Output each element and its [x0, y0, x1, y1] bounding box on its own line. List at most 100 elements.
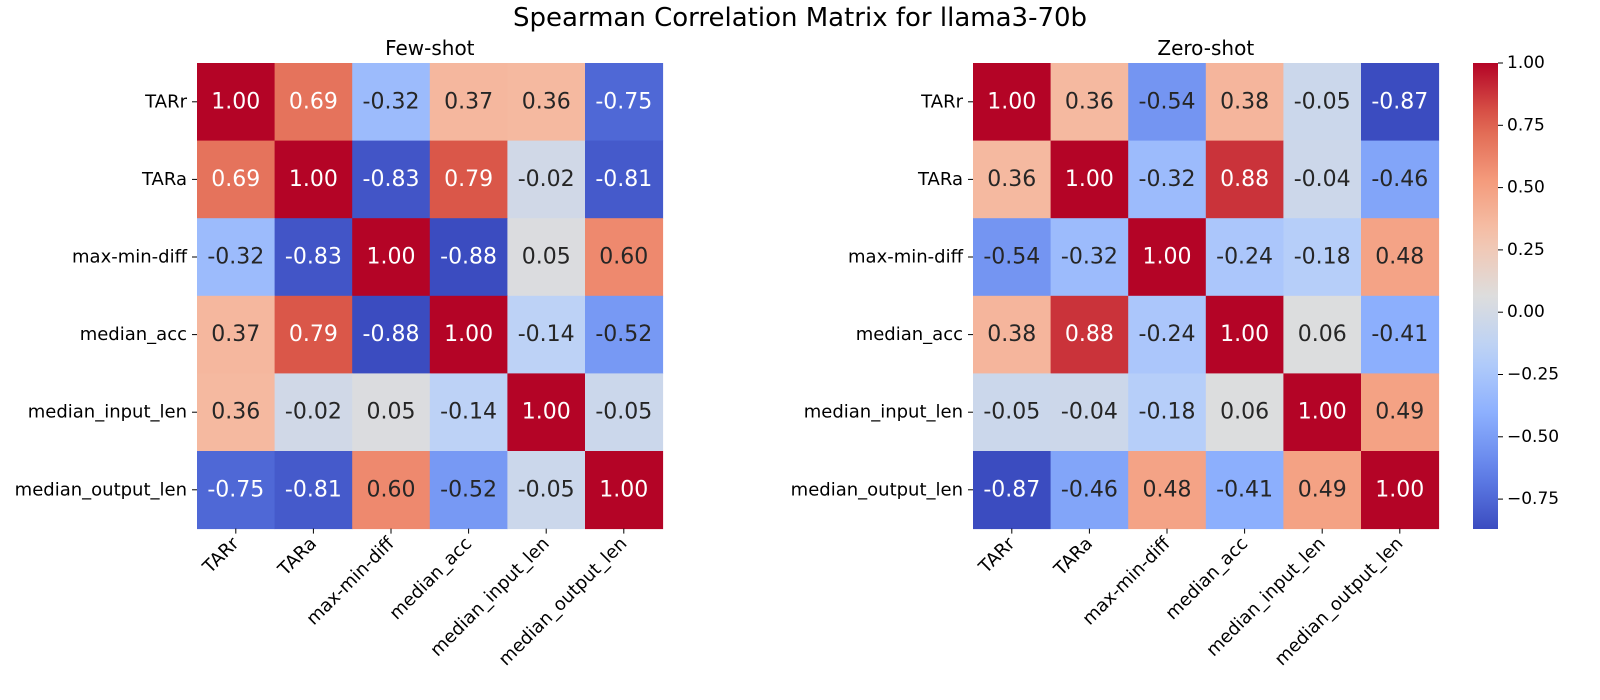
cell-value-label: -0.88	[363, 322, 420, 347]
cell-value-label: 0.37	[444, 89, 493, 114]
x-tick-label: TARa	[1050, 533, 1097, 580]
y-tick-label: max-min-diff	[848, 247, 964, 268]
cell-value-label: 0.37	[211, 322, 260, 347]
heatmap-cell	[1205, 451, 1284, 530]
cell-value-label: 0.06	[1220, 400, 1269, 425]
heatmap-cell	[1050, 140, 1129, 219]
cell-value-label: 1.00	[987, 89, 1036, 114]
cell-value-label: -0.14	[440, 400, 497, 425]
cell-value-label: -0.81	[285, 477, 342, 502]
heatmap-cell	[1050, 295, 1129, 374]
heatmap-cell	[585, 373, 664, 452]
heatmap-cell	[1050, 63, 1129, 142]
cell-value-label: 0.60	[367, 477, 416, 502]
heatmap-cell	[274, 218, 353, 297]
heatmap-cell	[1361, 451, 1440, 530]
colorbar-tick-label: −0.25	[1507, 364, 1559, 384]
heatmap-cell	[1283, 218, 1362, 297]
y-tick-label: TARr	[920, 91, 963, 112]
heatmap-cell	[274, 63, 353, 142]
heatmap-cell	[429, 295, 508, 374]
colorbar-gradient	[1473, 63, 1498, 529]
heatmap-cell	[1205, 63, 1284, 142]
heatmap-cell	[585, 63, 664, 142]
heatmap-cell	[429, 140, 508, 219]
heatmap-cell	[973, 373, 1052, 452]
heatmap-cell	[1205, 373, 1284, 452]
heatmap-cell	[429, 373, 508, 452]
cell-value-label: 1.00	[1375, 477, 1424, 502]
heatmap-cell	[507, 373, 586, 452]
cell-value-label: 0.79	[444, 167, 493, 192]
cell-value-label: -0.05	[595, 400, 652, 425]
colorbar-tick-label: 1.00	[1507, 53, 1545, 73]
y-tick-label: TARa	[141, 169, 187, 190]
heatmap-cell	[1283, 373, 1362, 452]
heatmap-cell	[1283, 451, 1362, 530]
cell-value-label: -0.41	[1371, 322, 1428, 347]
cell-value-label: 1.00	[367, 245, 416, 270]
heatmap-cell	[274, 373, 353, 452]
cell-value-label: 0.49	[1375, 400, 1424, 425]
y-tick-label: TARr	[144, 91, 187, 112]
cell-value-label: 1.00	[522, 400, 571, 425]
heatmap-cell	[585, 218, 664, 297]
heatmap-cell	[197, 140, 276, 219]
heatmap-cell	[1205, 295, 1284, 374]
y-tick-label: median_acc	[856, 324, 963, 345]
heatmap-cell	[1128, 451, 1207, 530]
heatmap-cell	[1205, 140, 1284, 219]
heatmap-cell	[1128, 63, 1207, 142]
heatmap-cell	[585, 140, 664, 219]
heatmap-cell	[197, 451, 276, 530]
heatmap-cell	[1283, 63, 1362, 142]
cell-value-label: 1.00	[599, 477, 648, 502]
heatmap-cell	[1205, 218, 1284, 297]
cell-value-label: 0.69	[211, 167, 260, 192]
heatmap-cell	[1050, 373, 1129, 452]
y-tick-label: median_input_len	[28, 402, 187, 423]
cell-value-label: 0.48	[1375, 245, 1424, 270]
cell-value-label: -0.83	[363, 167, 420, 192]
heatmap-cell	[429, 218, 508, 297]
y-tick-label: TARa	[917, 169, 963, 190]
y-tick-label: median_input_len	[804, 402, 963, 423]
heatmap-cell	[1128, 295, 1207, 374]
heatmap-cell	[973, 140, 1052, 219]
heatmap-cell	[274, 140, 353, 219]
cell-value-label: -0.75	[595, 89, 652, 114]
cell-value-label: 0.38	[987, 322, 1036, 347]
heatmap-cell	[1361, 218, 1440, 297]
colorbar-tick-label: 0.75	[1507, 115, 1545, 135]
x-tick-label: TARr	[198, 533, 244, 579]
cell-value-label: -0.46	[1061, 477, 1118, 502]
cell-value-label: -0.75	[207, 477, 264, 502]
x-tick-label: TARa	[274, 533, 321, 580]
heatmap-cell	[352, 373, 431, 452]
cell-value-label: 1.00	[1143, 245, 1192, 270]
cell-value-label: -0.54	[1139, 89, 1196, 114]
heatmap-cell	[585, 451, 664, 530]
heatmap-cell	[973, 63, 1052, 142]
heatmap-cell	[429, 451, 508, 530]
cell-value-label: 0.88	[1220, 167, 1269, 192]
cell-value-label: -0.52	[440, 477, 497, 502]
heatmap-cell	[973, 295, 1052, 374]
heatmap-cell	[1361, 140, 1440, 219]
cell-value-label: -0.02	[518, 167, 575, 192]
cell-value-label: 0.05	[522, 245, 571, 270]
cell-value-label: -0.24	[1139, 322, 1196, 347]
panels-layer: Few-shot 1.00 0.69 -0.32 0.37 0.36 -0.75 0.69 1.…	[15, 36, 1440, 670]
cell-value-label: -0.41	[1216, 477, 1273, 502]
cell-value-label: -0.83	[285, 245, 342, 270]
heatmap-panel: Zero-shot 1.00 0.36 -0.54 0.38 -0.05 -0.87 0.36…	[791, 36, 1440, 670]
y-tick-label: median_acc	[80, 324, 187, 345]
cell-value-label: -0.52	[595, 322, 652, 347]
heatmap-cell	[973, 218, 1052, 297]
y-tick-label: median_output_len	[15, 479, 187, 500]
colorbar-tick-label: −0.50	[1507, 427, 1559, 447]
cell-value-label: 0.06	[1298, 322, 1347, 347]
colorbar-tick-label: −0.75	[1507, 489, 1559, 509]
colorbar-tick-label: 0.50	[1507, 178, 1545, 198]
